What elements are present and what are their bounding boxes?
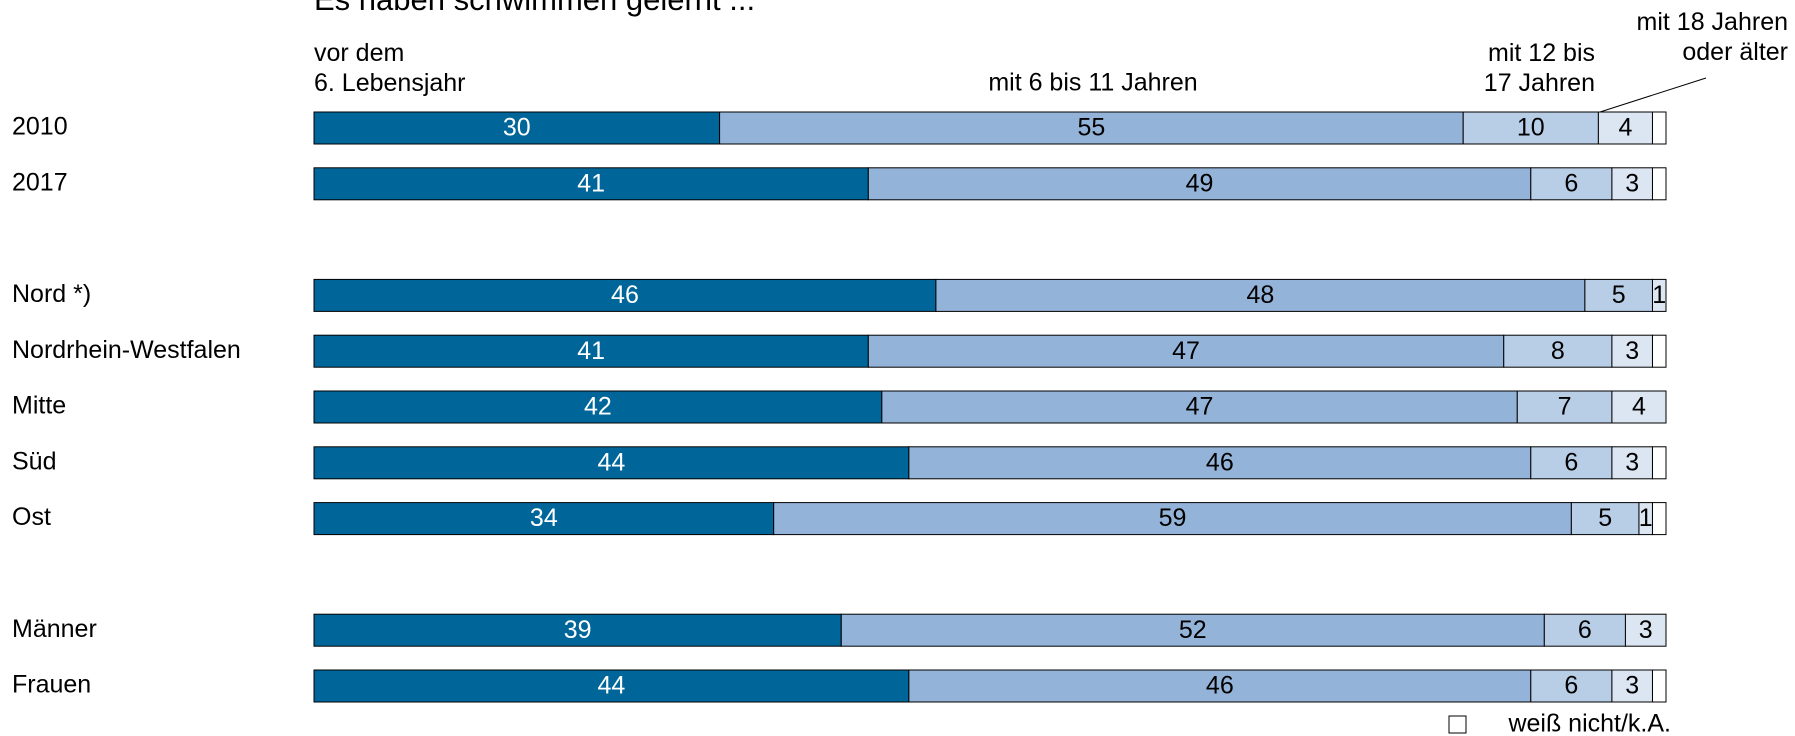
- value-label: 1: [1639, 504, 1653, 532]
- value-label: 41: [577, 169, 605, 197]
- bar-segment: [908, 446, 1532, 480]
- value-label: 5: [1612, 281, 1626, 309]
- bar-segment: [1651, 446, 1667, 480]
- series-label: vor dem 6. Lebensjahr: [314, 39, 466, 97]
- value-label: 1: [1652, 281, 1666, 309]
- value-label: 5: [1598, 504, 1612, 532]
- bar-segment: [1530, 446, 1613, 480]
- bar-segment: [1611, 167, 1653, 201]
- bar-segment: [1651, 278, 1667, 312]
- bar-segment: [1530, 167, 1613, 201]
- bar-segment: [867, 167, 1532, 201]
- value-label: 44: [598, 448, 626, 476]
- category-label: Frauen: [12, 671, 91, 699]
- bar-segment: [313, 278, 937, 312]
- bar-segment: [313, 613, 842, 647]
- value-label: 55: [1077, 114, 1105, 142]
- leader-line: [1599, 77, 1707, 113]
- series-label: mit 18 Jahren oder älter: [1637, 8, 1788, 66]
- value-label: 42: [584, 393, 612, 421]
- value-label: 6: [1564, 672, 1578, 700]
- bar-segment: [719, 111, 1464, 145]
- bar-segment: [1516, 390, 1613, 424]
- bar-segment: [313, 334, 869, 368]
- bar-segment: [1651, 334, 1667, 368]
- value-label: 52: [1179, 616, 1207, 644]
- bar-segment: [867, 334, 1505, 368]
- category-label: Nord *): [12, 280, 91, 308]
- bar-segment: [1611, 446, 1653, 480]
- bar-segment: [313, 669, 910, 703]
- value-label: 44: [598, 672, 626, 700]
- value-label: 46: [611, 281, 639, 309]
- value-label: 3: [1639, 616, 1653, 644]
- bar-segment: [313, 446, 910, 480]
- bar-segment: [313, 502, 775, 536]
- category-label: 2017: [12, 168, 68, 196]
- value-label: 3: [1625, 448, 1639, 476]
- bar-segment: [1624, 613, 1667, 647]
- bar-segment: [840, 613, 1545, 647]
- category-label: Ost: [12, 503, 51, 531]
- bar-segment: [313, 167, 869, 201]
- value-label: 3: [1625, 337, 1639, 365]
- category-label: Männer: [12, 615, 97, 643]
- value-label: 4: [1632, 393, 1646, 421]
- bar-segment: [1651, 502, 1667, 536]
- value-label: 3: [1625, 672, 1639, 700]
- bar-segment: [908, 669, 1532, 703]
- legend-label: weiß nicht/k.A.: [1507, 710, 1671, 736]
- bar-segment: [773, 502, 1572, 536]
- value-label: 39: [564, 616, 592, 644]
- bar-segment: [1543, 613, 1626, 647]
- value-label: 41: [577, 337, 605, 365]
- value-label: 47: [1186, 393, 1214, 421]
- value-label: 10: [1517, 114, 1545, 142]
- bar-segment: [1570, 502, 1640, 536]
- category-label: Süd: [12, 447, 56, 475]
- chart-title: Es haben schwimmen gelernt ...: [314, 0, 755, 17]
- bar-segment: [1611, 390, 1667, 424]
- bar-segment: [1651, 167, 1667, 201]
- value-label: 59: [1159, 504, 1187, 532]
- legend-swatch: [1448, 715, 1467, 734]
- value-label: 7: [1558, 393, 1572, 421]
- category-label: 2010: [12, 113, 68, 141]
- bar-segment: [1530, 669, 1613, 703]
- bar-segment: [1651, 669, 1667, 703]
- value-label: 6: [1578, 616, 1592, 644]
- category-label: Nordrhein-Westfalen: [12, 336, 241, 364]
- bar-segment: [881, 390, 1518, 424]
- value-label: 30: [503, 114, 531, 142]
- value-label: 6: [1564, 169, 1578, 197]
- bar-segment: [1462, 111, 1599, 145]
- bar-segment: [935, 278, 1586, 312]
- series-label: mit 6 bis 11 Jahren: [988, 69, 1197, 97]
- value-label: 48: [1246, 281, 1274, 309]
- value-label: 4: [1618, 114, 1632, 142]
- value-label: 6: [1564, 448, 1578, 476]
- bar-segment: [313, 111, 721, 145]
- bar-segment: [1611, 334, 1653, 368]
- bar-segment: [1503, 334, 1613, 368]
- category-label: Mitte: [12, 392, 66, 420]
- value-label: 3: [1625, 169, 1639, 197]
- value-label: 46: [1206, 672, 1234, 700]
- value-label: 46: [1206, 448, 1234, 476]
- value-label: 47: [1172, 337, 1200, 365]
- value-label: 34: [530, 504, 558, 532]
- series-label: mit 12 bis 17 Jahren: [1484, 39, 1595, 97]
- value-label: 49: [1186, 169, 1214, 197]
- bar-segment: [313, 390, 883, 424]
- value-label: 8: [1551, 337, 1565, 365]
- bar-segment: [1651, 111, 1667, 145]
